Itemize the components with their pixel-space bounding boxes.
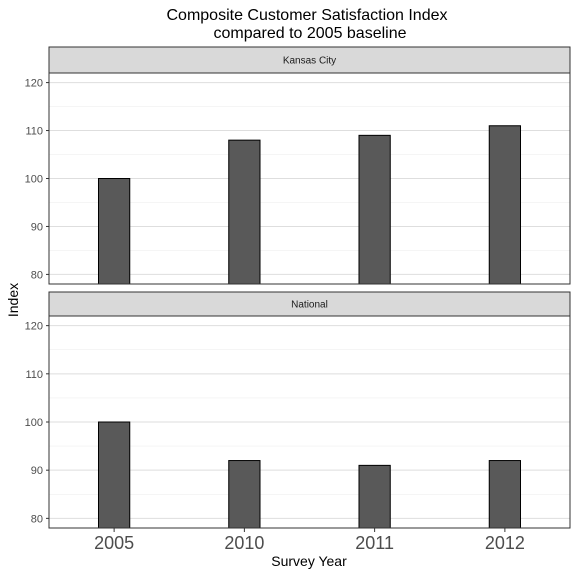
y-tick-label: 80 — [31, 269, 43, 281]
y-tick-label: 120 — [25, 321, 43, 333]
chart-title: Composite Customer Satisfaction Index — [166, 7, 447, 24]
y-tick-label: 110 — [25, 369, 43, 381]
x-tick-label: 2010 — [224, 533, 264, 553]
chart-subtitle: compared to 2005 baseline — [213, 25, 406, 42]
bar-national-2011 — [358, 464, 391, 529]
bar-kansas-city-2005 — [97, 178, 131, 285]
y-tick-label: 80 — [31, 513, 43, 525]
facet-strip-label: National — [291, 300, 328, 311]
y-tick-label: 120 — [25, 78, 43, 90]
panel-border — [48, 315, 571, 529]
facet-strip-kansas-city — [48, 46, 571, 74]
bar-national-2005 — [97, 421, 131, 529]
y-tick-label: 110 — [25, 126, 43, 138]
facet-panel-kansas-city: Kansas City 80 90 100 110 120 — [25, 46, 571, 285]
y-tick-label: 90 — [31, 221, 43, 233]
bar-kansas-city-2010 — [228, 139, 261, 285]
facet-panels: Kansas City 80 90 100 110 120 National 80 90 100 1… — [25, 46, 571, 529]
y-tick-label: 100 — [25, 174, 43, 186]
x-axis-label: Survey Year — [271, 553, 347, 569]
facet-strip-label: Kansas City — [283, 56, 336, 67]
facet-strip-national — [48, 291, 571, 317]
bar-kansas-city-2012 — [488, 125, 522, 285]
x-tick-label: 2005 — [94, 533, 134, 553]
x-axis-ticks: 2005 2010 2011 2012 — [94, 528, 525, 553]
bar-national-2010 — [228, 460, 261, 529]
panel-border — [48, 72, 571, 285]
bar-national-2012 — [488, 460, 522, 529]
bar-kansas-city-2011 — [358, 134, 391, 285]
x-tick-label: 2011 — [355, 533, 394, 553]
x-tick-label: 2012 — [485, 533, 525, 553]
y-tick-label: 100 — [25, 417, 43, 429]
y-axis-label: Index — [5, 283, 21, 317]
y-tick-label: 90 — [31, 465, 43, 477]
facet-panel-national: National 80 90 100 110 120 — [25, 291, 571, 529]
